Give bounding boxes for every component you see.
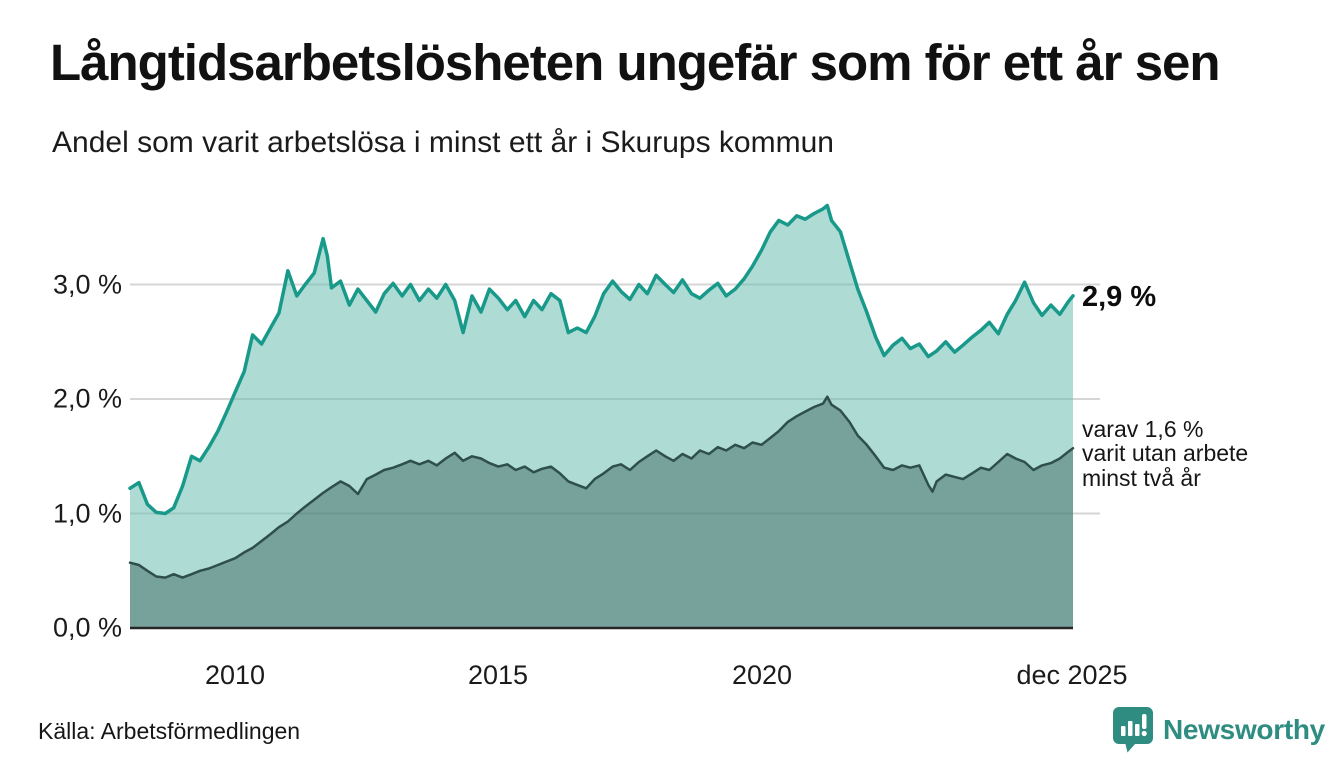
newsworthy-brand: Newsworthy	[1112, 706, 1325, 753]
newsworthy-wordmark: Newsworthy	[1163, 713, 1325, 745]
source-credit: Källa: Arbetsförmedlingen	[38, 718, 301, 744]
x-axis-label-2010: 2010	[204, 660, 266, 690]
y-axis-label-2: 2,0 %	[52, 383, 122, 414]
y-axis-label-0: 0,0 %	[52, 612, 122, 643]
x-axis-label-2015: 2015	[467, 660, 529, 690]
series-end-value-label: 2,9 %	[1082, 281, 1157, 313]
series-end-note-line: varit utan arbete	[1082, 440, 1249, 467]
series-end-note: varav 1,6 % varit utan arbete minst två …	[1082, 416, 1249, 491]
page-title: Långtidsarbetslösheten ungefär som för e…	[50, 34, 1221, 91]
newsworthy-logo-icon	[1113, 707, 1153, 753]
x-axis-label-2020: 2020	[731, 660, 793, 690]
series-end-note-line: minst två år	[1082, 464, 1201, 491]
x-axis-label-dec-2025: dec 2025	[1016, 660, 1128, 690]
y-axis-label-1: 1,0 %	[52, 498, 122, 529]
y-axis-label-3: 3,0 %	[52, 269, 122, 300]
series-end-note-line: varav 1,6 %	[1082, 416, 1204, 442]
page-subtitle: Andel som varit arbetslösa i minst ett å…	[52, 126, 834, 159]
